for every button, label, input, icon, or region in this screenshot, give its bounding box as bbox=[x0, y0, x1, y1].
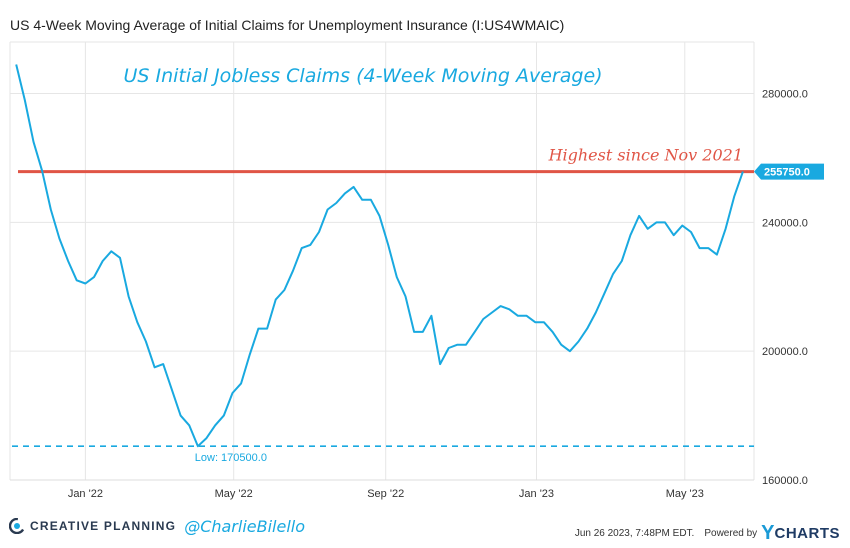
y-tick-label: 240000.0 bbox=[762, 217, 808, 229]
x-tick-label: May '23 bbox=[666, 488, 704, 500]
low-reference-label: Low: 170500.0 bbox=[195, 452, 267, 464]
creative-planning-logo-icon bbox=[9, 518, 25, 534]
y-axis-ticks: 160000.0 200000.0 240000.0 280000.0 bbox=[762, 89, 808, 487]
x-tick-label: Sep '22 bbox=[367, 488, 404, 500]
current-value-badge: 255750.0 bbox=[754, 163, 824, 180]
twitter-handle[interactable]: @CharlieBilello bbox=[184, 516, 306, 536]
x-gridlines bbox=[84, 42, 686, 480]
current-value-badge-shape bbox=[754, 163, 824, 180]
x-tick-label: Jan '22 bbox=[68, 488, 103, 500]
y-tick-label: 280000.0 bbox=[762, 89, 808, 101]
ycharts-logo-y[interactable]: Y bbox=[761, 522, 775, 544]
ycharts-logo-text[interactable]: CHARTS bbox=[774, 524, 840, 542]
chart-overlay-title: US Initial Jobless Claims (4-Week Moving… bbox=[123, 65, 602, 87]
chart-header-title: US 4-Week Moving Average of Initial Clai… bbox=[10, 17, 565, 33]
footer-source: Jun 26 2023, 7:48PM EDT. Powered by Y CH… bbox=[575, 523, 840, 543]
powered-by-label: Powered by bbox=[704, 527, 758, 539]
x-axis-ticks: Jan '22 May '22 Sep '22 Jan '23 May '23 bbox=[68, 488, 704, 500]
series-line bbox=[15, 64, 744, 448]
footer-brand: CREATIVE PLANNING @CharlieBilello bbox=[9, 515, 305, 537]
brand-name: CREATIVE PLANNING bbox=[30, 519, 177, 533]
current-value-badge-text: 255750.0 bbox=[764, 167, 810, 179]
x-tick-label: Jan '23 bbox=[519, 488, 554, 500]
x-tick-label: May '22 bbox=[215, 488, 253, 500]
y-tick-label: 200000.0 bbox=[762, 346, 808, 358]
y-tick-label: 160000.0 bbox=[762, 475, 808, 487]
highest-since-label: Highest since Nov 2021 bbox=[548, 146, 743, 165]
timestamp: Jun 26 2023, 7:48PM EDT. bbox=[574, 527, 695, 539]
